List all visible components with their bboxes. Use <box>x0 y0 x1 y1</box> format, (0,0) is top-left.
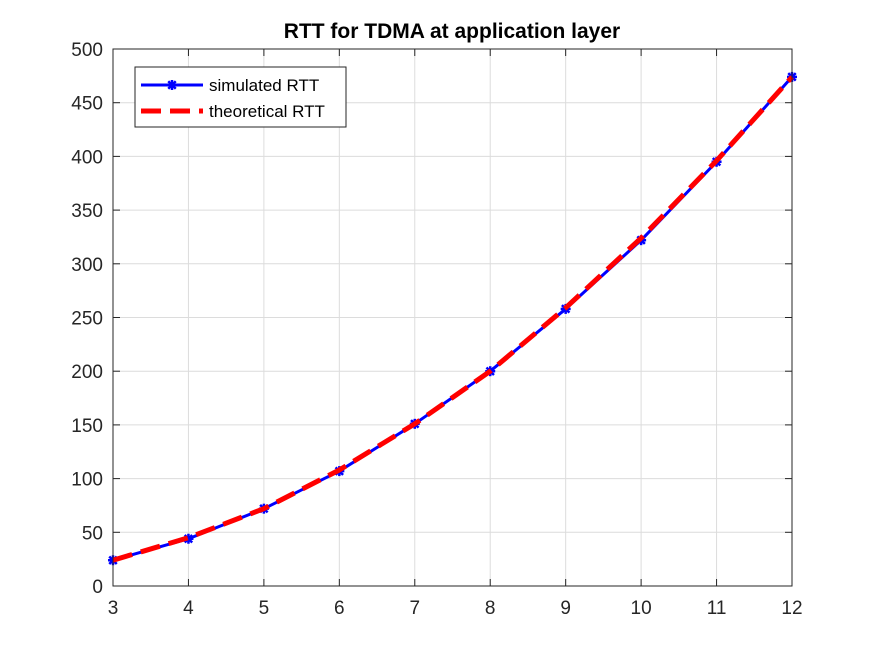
x-tick-label: 9 <box>560 598 571 619</box>
series-layer <box>108 71 797 566</box>
series-line-theoretical <box>112 75 794 563</box>
chart-title: RTT for TDMA at application layer <box>284 20 620 43</box>
y-tick-label: 50 <box>82 523 103 544</box>
x-tick-label: 4 <box>183 598 194 619</box>
legend: simulated RTT theoretical RTT <box>134 66 347 128</box>
y-tick-label: 500 <box>71 40 103 61</box>
y-tick-label: 150 <box>71 416 103 437</box>
y-tick-label: 450 <box>71 94 103 115</box>
y-tick-label: 350 <box>71 201 103 222</box>
tick-labels: 3 4 5 6 7 8 9 10 11 12 0 50 100 150 200 250 300 350 400 450… <box>71 40 802 619</box>
legend-asterisk-icon <box>167 80 177 90</box>
x-tick-label: 8 <box>485 598 496 619</box>
x-tick-label: 5 <box>259 598 270 619</box>
x-tick-label: 10 <box>631 598 652 619</box>
legend-marker-simulated <box>167 80 177 90</box>
legend-box <box>134 66 347 128</box>
x-tick-label: 3 <box>108 598 119 619</box>
legend-label-theoretical: theoretical RTT <box>209 102 325 121</box>
x-tick-label: 12 <box>781 598 802 619</box>
legend-label-simulated: simulated RTT <box>209 76 319 95</box>
x-tick-label: 11 <box>707 598 727 619</box>
y-tick-label: 0 <box>92 577 103 598</box>
y-tick-label: 200 <box>71 362 103 383</box>
y-tick-label: 100 <box>71 470 103 491</box>
y-tick-label: 400 <box>71 147 103 168</box>
x-tick-label: 6 <box>334 598 345 619</box>
x-tick-label: 7 <box>409 598 420 619</box>
y-tick-label: 250 <box>71 309 103 330</box>
axis-ticks <box>112 48 793 587</box>
y-tick-label: 300 <box>71 255 103 276</box>
